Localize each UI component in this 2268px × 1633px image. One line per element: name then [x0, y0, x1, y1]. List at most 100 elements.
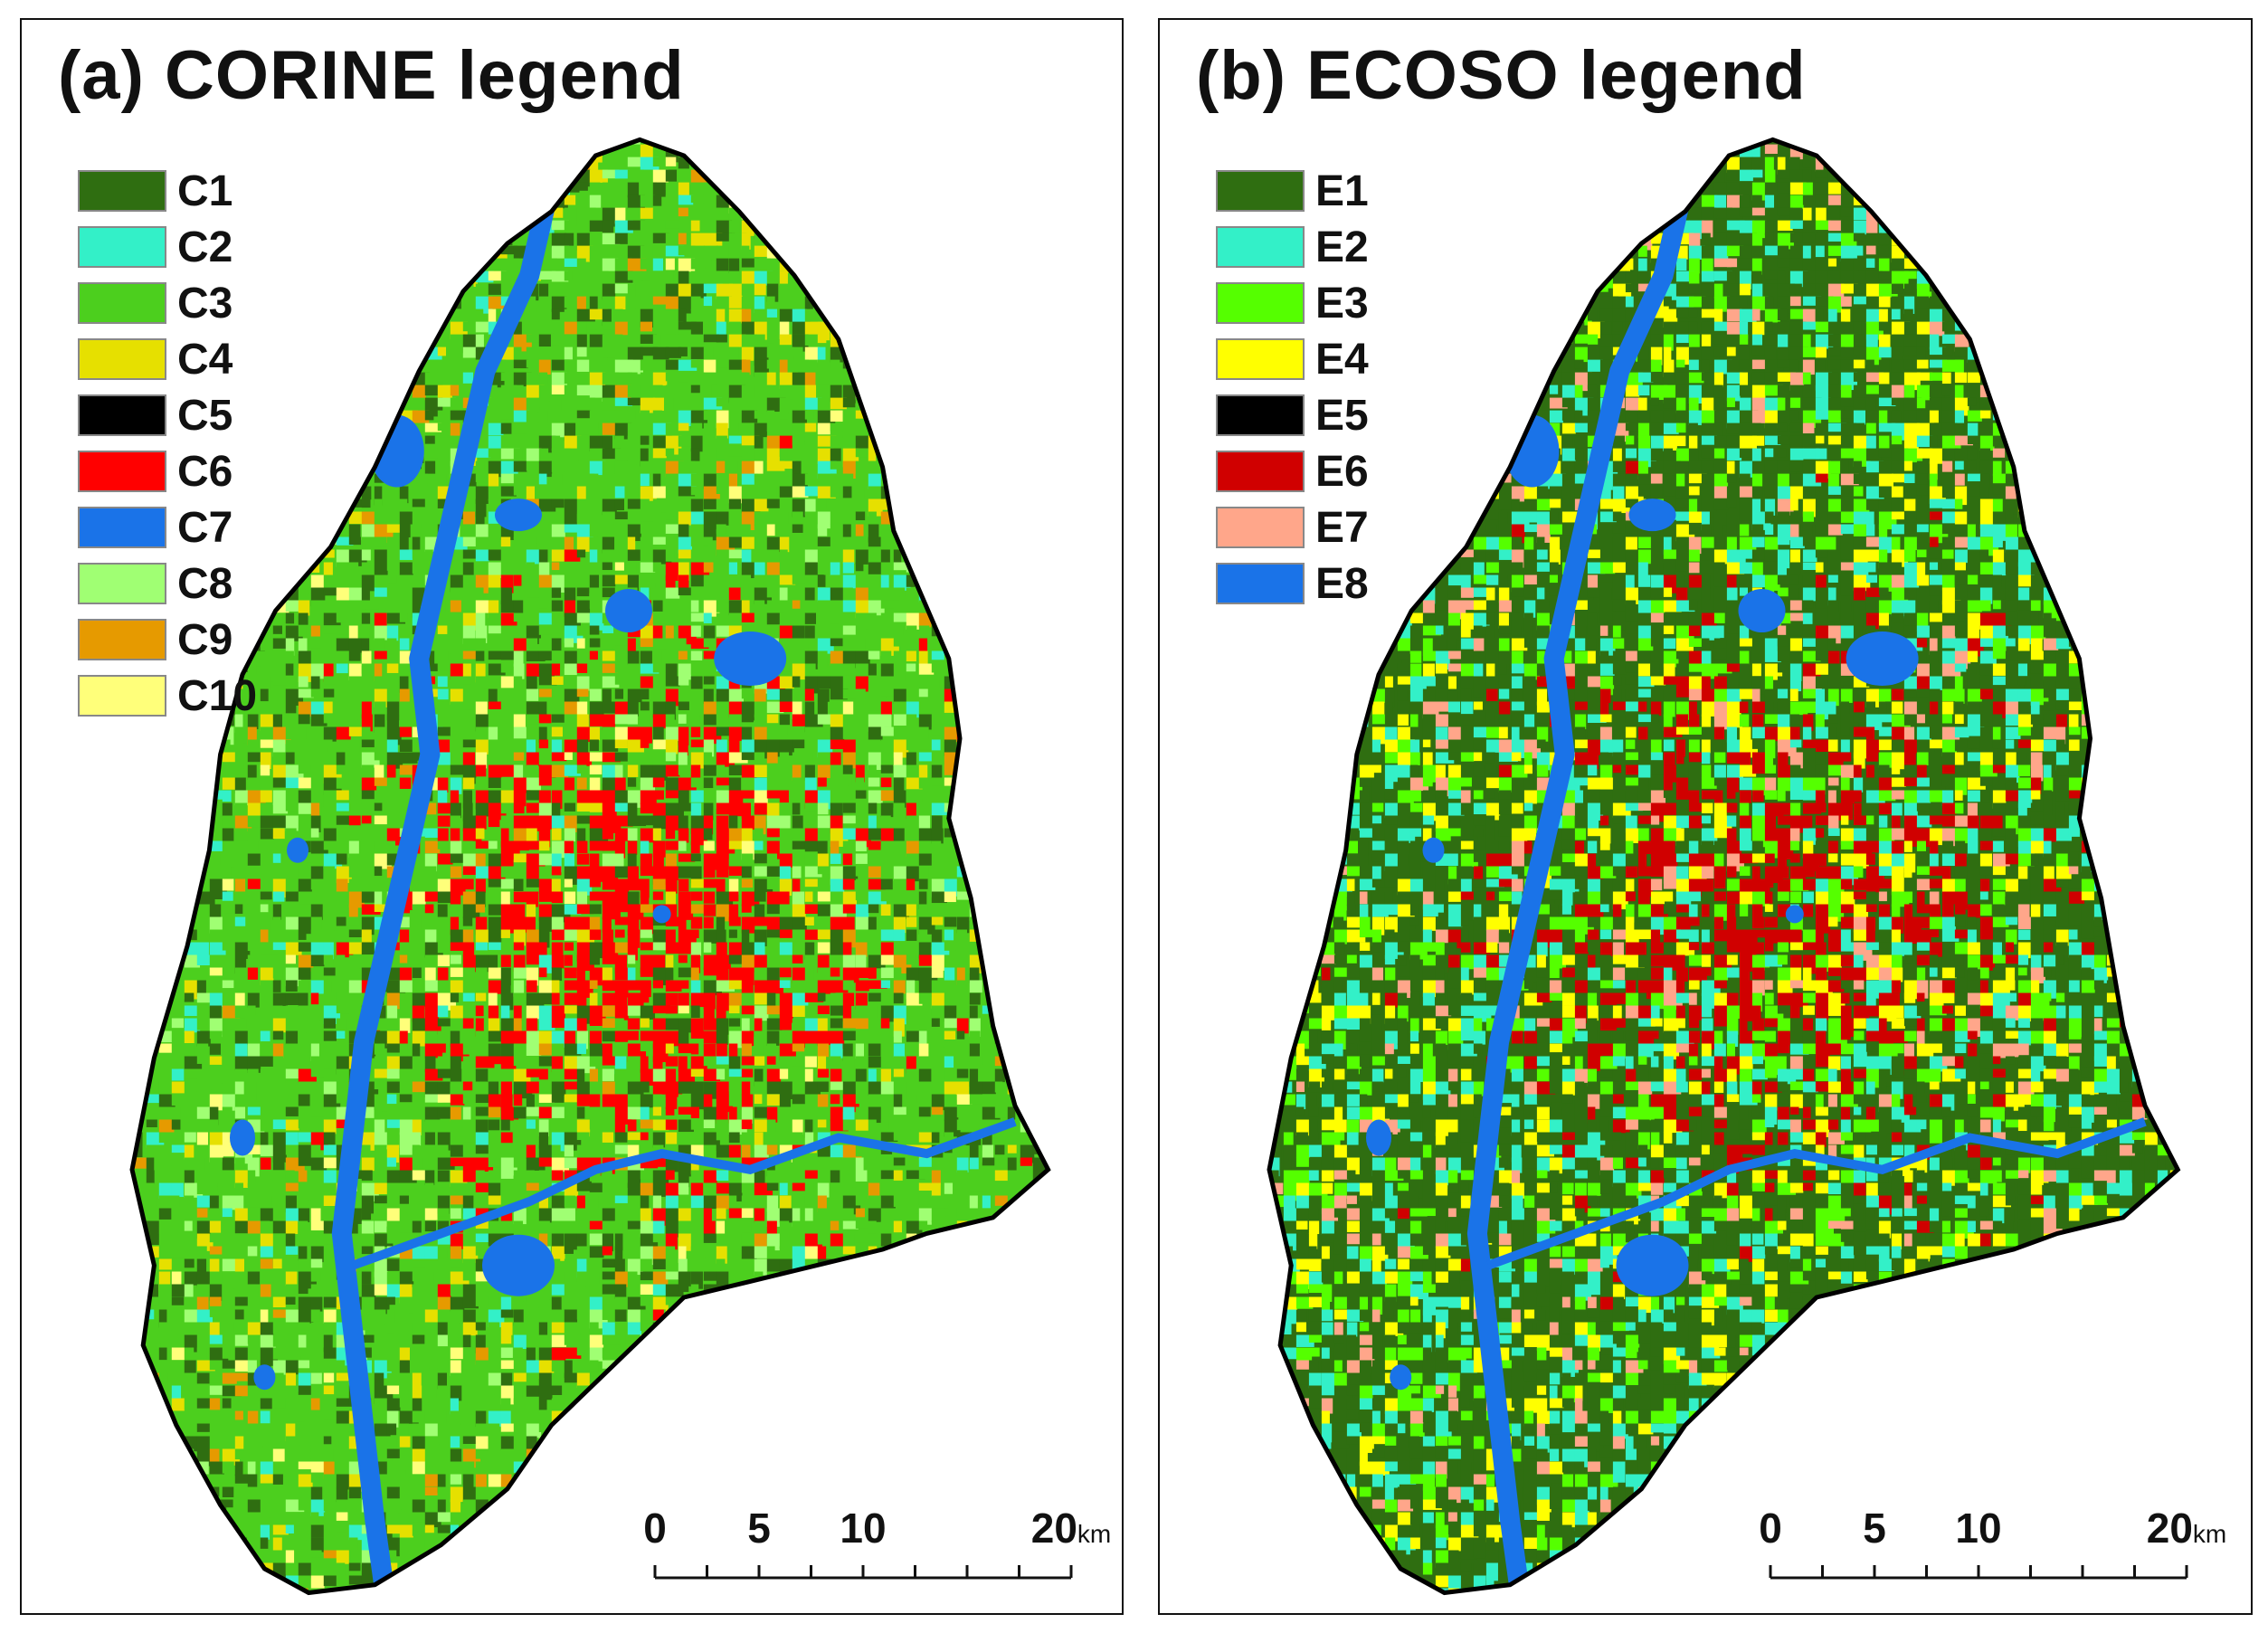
legend-swatch [78, 619, 166, 660]
legend-label: C3 [177, 279, 233, 328]
legend-item: E7 [1216, 499, 1369, 555]
scale-label: 5 [1863, 1505, 1886, 1552]
legend-label: C4 [177, 335, 233, 384]
legend-label: E2 [1315, 223, 1369, 271]
scale-label: 10 [840, 1505, 887, 1552]
legend-swatch [1216, 170, 1305, 212]
legend-swatch [78, 394, 166, 436]
lake [1785, 905, 1804, 924]
lake [1366, 1119, 1391, 1156]
legend-item: C4 [78, 331, 257, 387]
legend-item: E3 [1216, 275, 1369, 331]
scale-bar-line [653, 1565, 1073, 1580]
scale-bar-line [1769, 1565, 2188, 1580]
lake [652, 905, 671, 924]
scale-label: 20km [1030, 1505, 1112, 1552]
boundary-outline [1267, 137, 2181, 1596]
map-panel-corine: (a) CORINE legend C1 C2 C3 C4 C5 C6 C7 C8 C9 C10 … [20, 18, 1124, 1615]
legend-swatch [78, 563, 166, 604]
lake [1628, 498, 1676, 532]
map-panel-ecoso: (b) ECOSO legend E1 E2 E3 E4 E5 E6 E7 E8 0 5 10 20… [1158, 18, 2253, 1615]
legend-item: E1 [1216, 163, 1369, 219]
legend-swatch [78, 507, 166, 548]
legend-swatch [78, 451, 166, 492]
legend-item: E6 [1216, 443, 1369, 499]
legend-label: E8 [1315, 559, 1369, 608]
legend-label: C8 [177, 559, 233, 608]
map-legend: C1 C2 C3 C4 C5 C6 C7 C8 C9 C10 [78, 163, 257, 724]
legend-swatch [78, 675, 166, 717]
legend-label: C6 [177, 447, 233, 496]
legend-label: E7 [1315, 503, 1369, 552]
river [1466, 177, 1695, 1593]
scale-label: 20km [2146, 1505, 2227, 1552]
lake [1616, 1234, 1689, 1296]
panel-title: (b) ECOSO legend [1196, 37, 1807, 114]
legend-item: C2 [78, 219, 257, 275]
legend-swatch [1216, 394, 1305, 436]
legend-label: C9 [177, 615, 233, 664]
legend-item: C6 [78, 443, 257, 499]
legend-item: E8 [1216, 555, 1369, 612]
legend-item: C3 [78, 275, 257, 331]
legend-swatch [1216, 563, 1305, 604]
land-cover-map [1267, 137, 2181, 1596]
lake [369, 414, 424, 488]
lake [287, 837, 308, 863]
legend-item: E4 [1216, 331, 1369, 387]
legend-label: C1 [177, 166, 233, 215]
legend-label: E1 [1315, 166, 1369, 215]
scale-bar: 0 5 10 20km [637, 1495, 1111, 1594]
lake [1846, 631, 1919, 686]
legend-swatch [1216, 226, 1305, 268]
land-cover-map [129, 137, 1051, 1596]
legend-item: C9 [78, 612, 257, 668]
lake [482, 1234, 555, 1296]
panel-title: (a) CORINE legend [58, 37, 685, 114]
scale-label: 5 [747, 1505, 771, 1552]
legend-swatch [1216, 451, 1305, 492]
legend-item: C8 [78, 555, 257, 612]
legend-item: C7 [78, 499, 257, 555]
legend-label: E6 [1315, 447, 1369, 496]
legend-label: C5 [177, 391, 233, 440]
scale-label: 10 [1955, 1505, 2002, 1552]
legend-label: E5 [1315, 391, 1369, 440]
legend-label: E3 [1315, 279, 1369, 328]
scale-unit: km [2192, 1520, 2227, 1548]
lake [1422, 837, 1445, 863]
lake [1738, 589, 1786, 633]
lake [605, 589, 652, 633]
legend-label: C7 [177, 503, 233, 552]
scale-label: 0 [643, 1505, 667, 1552]
scale-bar: 0 5 10 20km [1752, 1495, 2226, 1594]
legend-label: E4 [1315, 335, 1369, 384]
legend-swatch [1216, 282, 1305, 324]
legend-item: C10 [78, 668, 257, 724]
legend-label: C10 [177, 671, 258, 720]
legend-swatch [1216, 338, 1305, 380]
legend-swatch [78, 282, 166, 324]
legend-item: C1 [78, 163, 257, 219]
lake [714, 631, 787, 686]
lake [1504, 414, 1560, 488]
legend-swatch [78, 226, 166, 268]
legend-label: C2 [177, 223, 233, 271]
legend-item: C5 [78, 387, 257, 443]
legend-swatch [1216, 507, 1305, 548]
legend-swatch [78, 170, 166, 212]
lake [230, 1119, 255, 1156]
legend-item: E5 [1216, 387, 1369, 443]
tributary [1486, 1117, 2147, 1270]
lake [253, 1364, 276, 1391]
legend-item: E2 [1216, 219, 1369, 275]
scale-label: 0 [1759, 1505, 1782, 1552]
boundary-outline [129, 137, 1051, 1596]
lake [495, 498, 542, 532]
scale-unit: km [1077, 1520, 1112, 1548]
legend-swatch [78, 338, 166, 380]
map-legend: E1 E2 E3 E4 E5 E6 E7 E8 [1216, 163, 1369, 612]
tributary [351, 1117, 1017, 1270]
river [331, 177, 562, 1593]
lake [1390, 1364, 1412, 1391]
